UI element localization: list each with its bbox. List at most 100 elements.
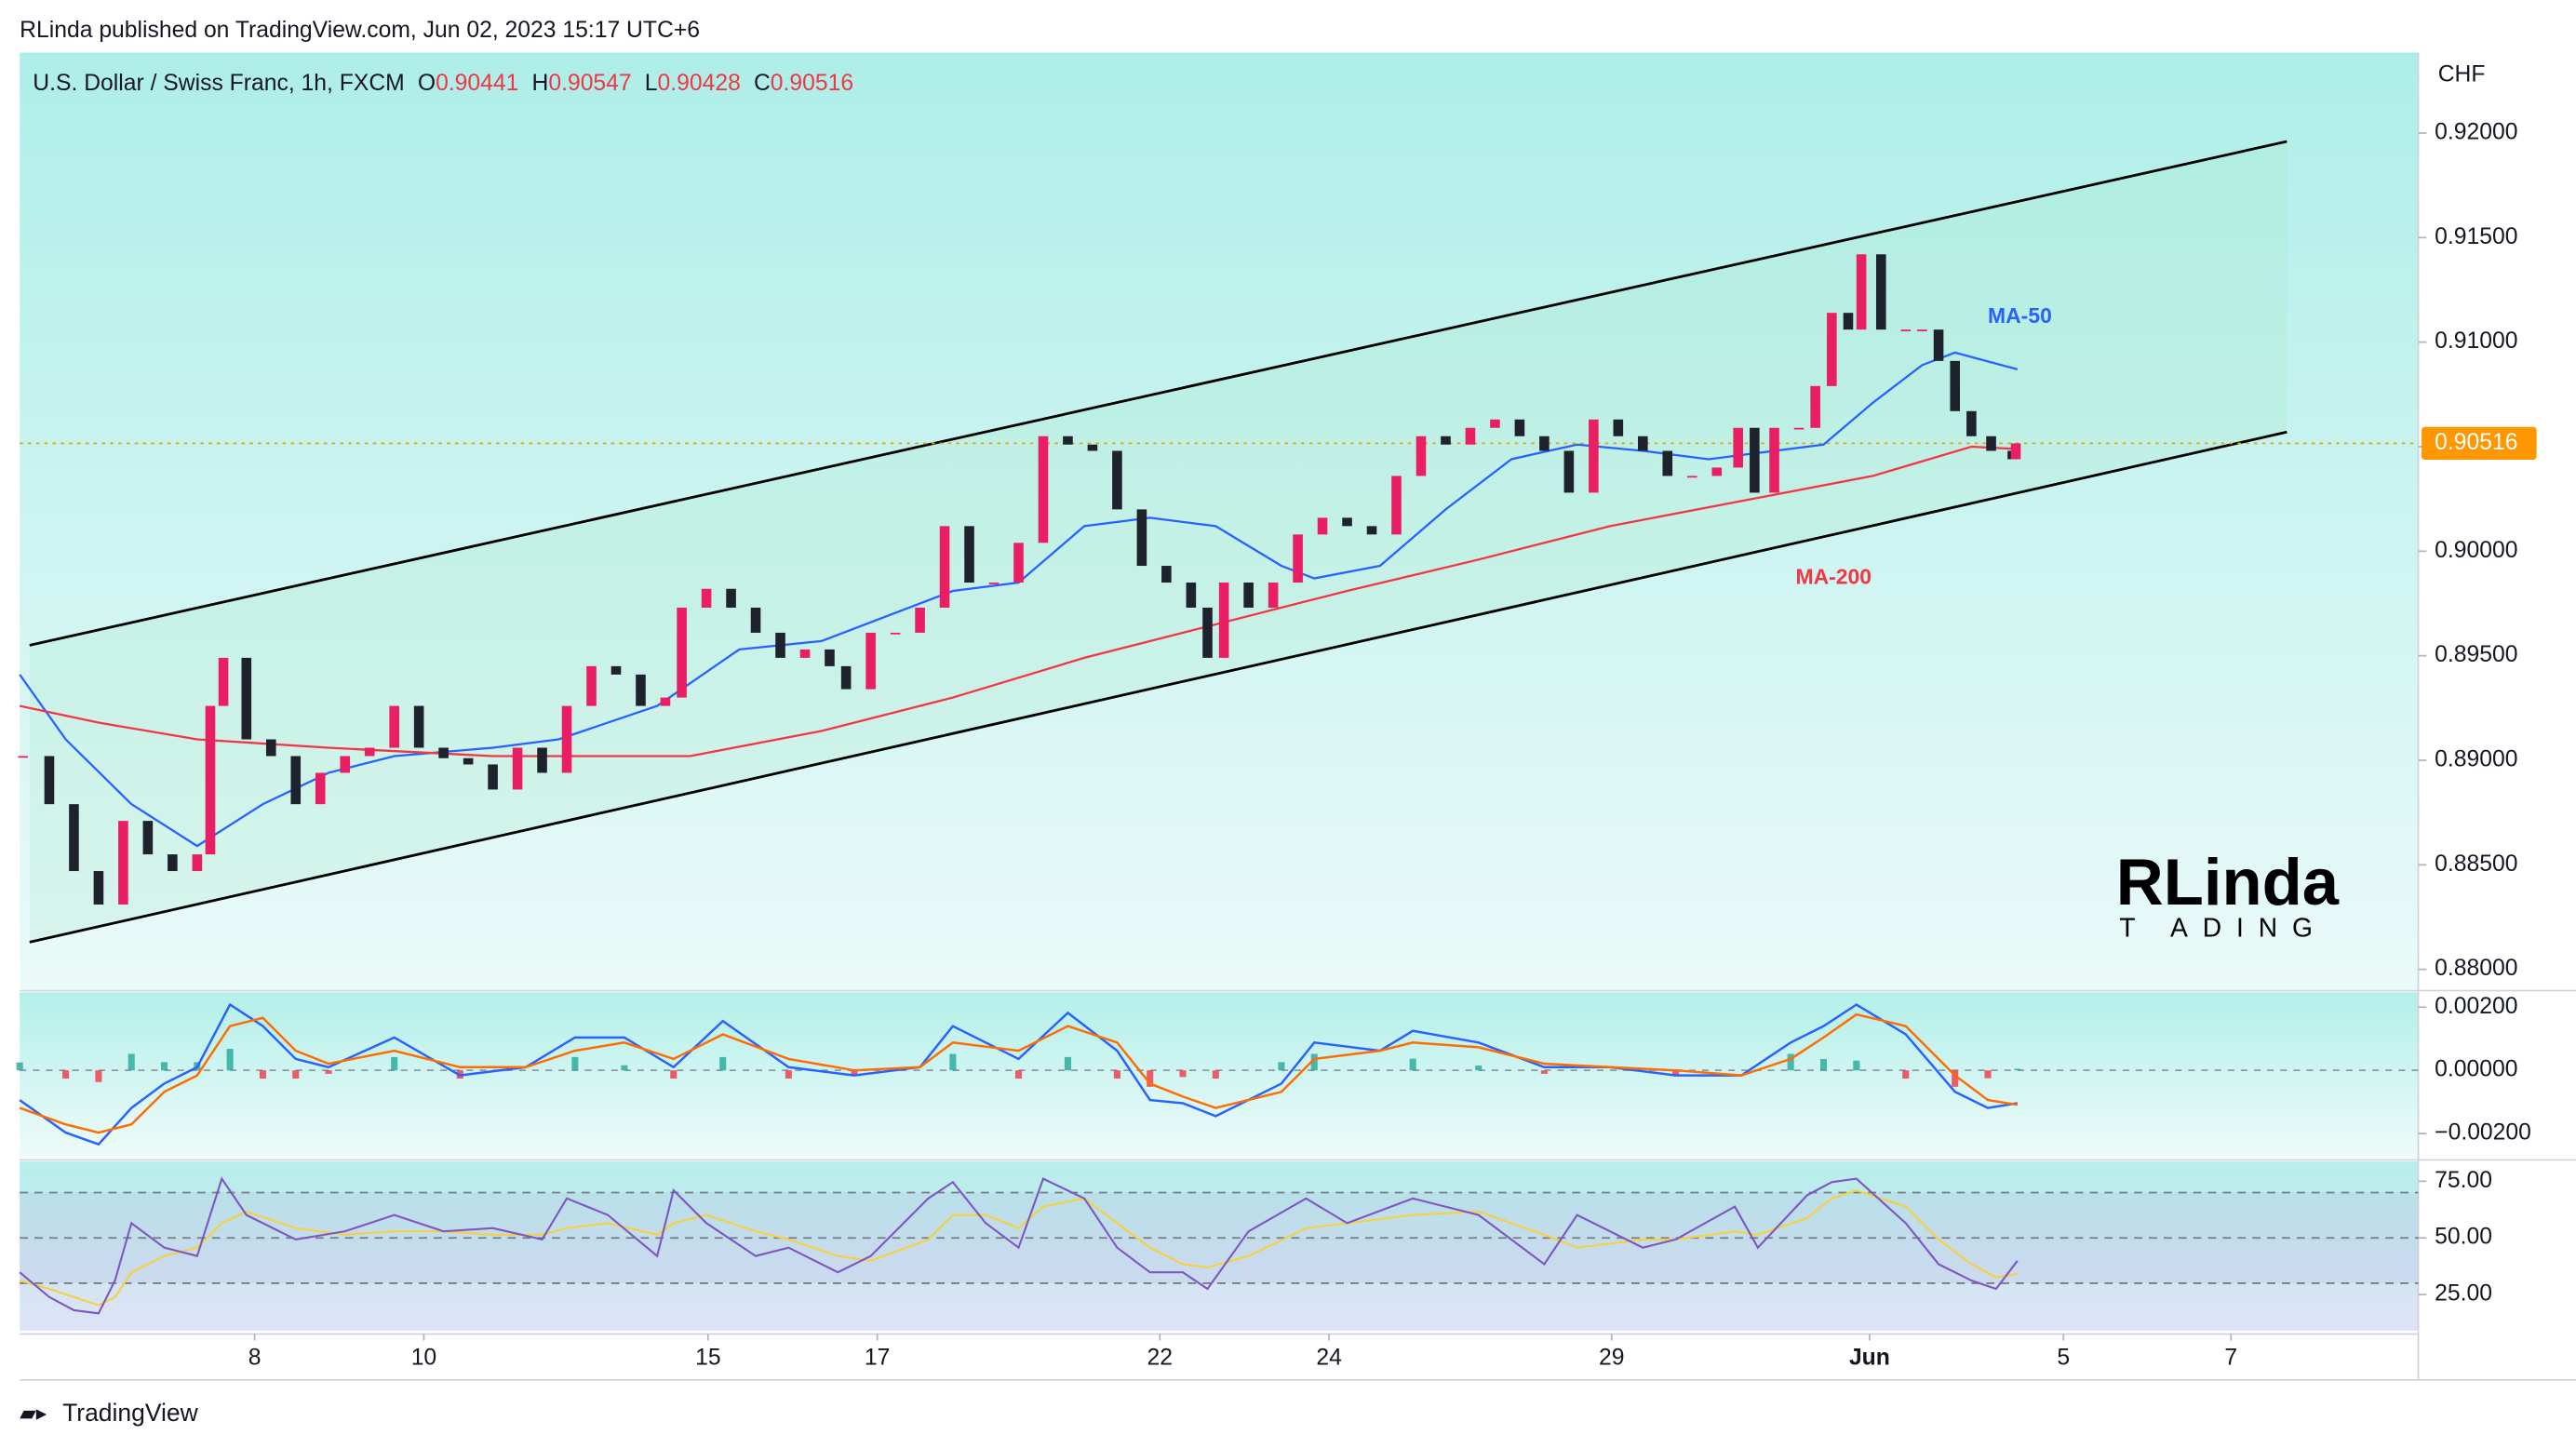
symbol-title: U.S. Dollar / Swiss Franc, 1h, FXCM O0.90…	[33, 71, 853, 96]
candle	[1465, 427, 1476, 445]
y-tick-label: −0.00200	[2435, 1120, 2531, 1146]
y-tick-label: 0.89000	[2435, 747, 2517, 772]
candle	[775, 632, 785, 658]
candle	[964, 526, 974, 583]
candle	[290, 756, 302, 805]
histogram-bar	[621, 1065, 628, 1071]
candle	[1711, 467, 1723, 476]
y-tick-label: 75.00	[2435, 1168, 2492, 1193]
candle	[1268, 583, 1279, 608]
x-tick-label: 7	[2224, 1345, 2237, 1370]
candle	[1613, 419, 1624, 436]
currency: CHF	[2438, 62, 2486, 87]
footer-mark: ▰▸	[20, 1401, 47, 1425]
histogram-bar	[1902, 1070, 1910, 1079]
candle	[69, 804, 79, 872]
y-tick-label: 0.88500	[2435, 851, 2517, 877]
histogram-bar	[1787, 1053, 1794, 1071]
y-tick-label: 0.00000	[2435, 1057, 2517, 1082]
candle	[1966, 410, 1977, 436]
x-tick-label: 5	[2057, 1345, 2070, 1370]
histogram-bar	[1409, 1058, 1416, 1071]
candle	[1875, 254, 1886, 330]
title-part: 0.90547	[548, 71, 631, 96]
histogram-bar	[1540, 1070, 1548, 1074]
candle	[218, 657, 229, 706]
candle	[1733, 427, 1743, 468]
channel-line	[29, 140, 2288, 647]
footer-brand: TradingView	[62, 1399, 199, 1427]
histogram-bar	[1014, 1070, 1023, 1079]
title-part: O	[418, 71, 436, 96]
candle	[192, 854, 203, 872]
candle	[610, 665, 622, 675]
last-price-tag	[2422, 426, 2537, 461]
candle	[1112, 450, 1122, 510]
watermark: RLinda T ADING	[2116, 845, 2340, 943]
title-part: 0.90428	[658, 71, 741, 96]
candle	[1933, 329, 1944, 361]
histogram-bar	[949, 1053, 957, 1071]
histogram-bar	[670, 1070, 678, 1079]
publisher: RLinda published on TradingView.com, Jun…	[20, 18, 700, 43]
candle	[1793, 427, 1805, 430]
candle	[205, 705, 216, 855]
candle	[988, 583, 1000, 584]
title-part: L	[645, 71, 658, 96]
candle	[1750, 427, 1760, 493]
channel-line	[29, 430, 2288, 944]
x-tick-label: 10	[411, 1345, 436, 1370]
title-part: 0.90441	[436, 71, 518, 96]
x-tick-label: 17	[865, 1345, 890, 1370]
y-tick-label: 0.92000	[2435, 120, 2517, 145]
candle	[118, 821, 128, 905]
histogram-bar	[1984, 1070, 1992, 1079]
histogram-bar	[1064, 1056, 1071, 1071]
candle	[340, 756, 351, 773]
channel-fill	[29, 141, 2288, 943]
histogram-bar	[1179, 1070, 1187, 1078]
y-tick-label: 25.00	[2435, 1281, 2492, 1307]
candle	[1539, 436, 1550, 451]
candle	[1769, 427, 1779, 493]
candle	[1317, 517, 1328, 535]
candle	[1186, 583, 1197, 608]
y-tick-label: 0.90000	[2435, 538, 2517, 563]
candle	[636, 674, 646, 706]
histogram-bar	[2014, 1068, 2021, 1071]
candle	[1218, 583, 1229, 658]
histogram-bar	[1147, 1070, 1154, 1087]
histogram-bar	[1475, 1066, 1483, 1071]
moving-average	[19, 351, 2019, 848]
candle	[1391, 476, 1402, 535]
candle	[890, 632, 901, 635]
candle	[1161, 566, 1172, 583]
candle	[389, 705, 399, 748]
title-part: H	[532, 71, 549, 96]
histogram-bar	[1310, 1053, 1318, 1071]
histogram-bar	[851, 1070, 858, 1076]
candle	[660, 697, 671, 706]
candle	[438, 747, 449, 758]
histogram-bar	[719, 1056, 727, 1071]
histogram-bar	[1819, 1058, 1828, 1071]
candle	[512, 747, 523, 790]
histogram-bar	[1952, 1070, 1959, 1087]
last-price-label: 0.90516	[2435, 430, 2517, 455]
y-tick-label: 0.91000	[2435, 328, 2517, 354]
candle	[701, 588, 712, 608]
candle	[1202, 607, 1213, 658]
candle	[2010, 443, 2021, 460]
candle	[1986, 436, 1996, 451]
candle	[1917, 329, 1927, 331]
candle	[1810, 385, 1820, 428]
x-tick-label: 24	[1316, 1345, 1342, 1370]
candle	[265, 739, 276, 757]
title-part: 0.90516	[771, 71, 853, 96]
candle	[1827, 313, 1837, 386]
histogram-bar	[16, 1062, 23, 1071]
candle	[915, 607, 925, 633]
candle	[1563, 450, 1575, 493]
histogram-bar	[259, 1070, 266, 1079]
